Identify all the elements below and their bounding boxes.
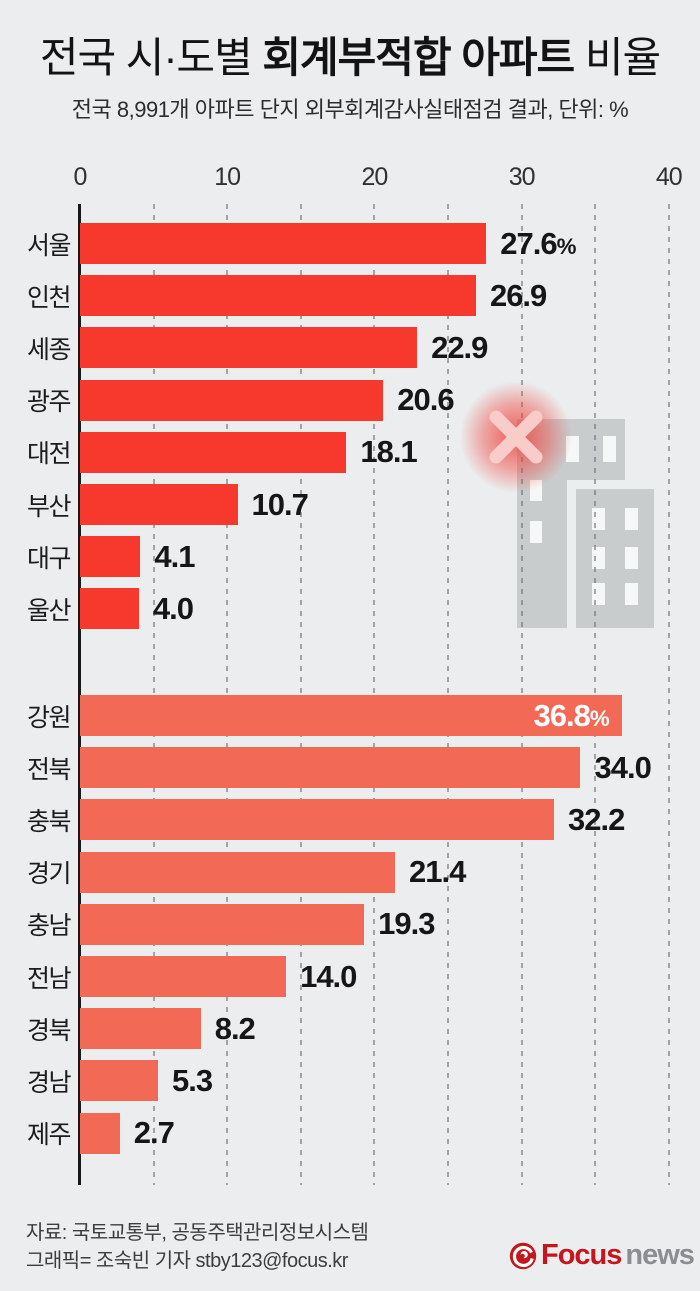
chart-subtitle: 전국 8,991개 아파트 단지 외부회계감사실태점검 결과, 단위: % (71, 97, 629, 122)
value-label: 4.0 (152, 590, 194, 626)
gridline (373, 204, 376, 1185)
y-axis-line (78, 204, 81, 1185)
x-axis-tick-label: 0 (73, 163, 88, 191)
gridline (520, 204, 523, 1185)
value-label: 5.3 (172, 1062, 213, 1098)
bar (80, 747, 581, 789)
gridline (447, 204, 449, 1185)
category-label: 울산 (26, 596, 72, 625)
building-right (576, 489, 654, 628)
category-label: 전남 (26, 964, 72, 993)
x-axis-tick-label: 30 (508, 163, 536, 191)
category-label: 부산 (26, 492, 72, 521)
logo-suffix-text: news (625, 1239, 695, 1271)
bar (80, 1112, 120, 1154)
page-title: 전국 시·도별 회계부적합 아파트 비율 (0, 24, 700, 85)
category-label: 충남 (26, 912, 72, 941)
focus-logo-icon (509, 1242, 537, 1269)
category-label: 전북 (26, 755, 72, 784)
bar (80, 431, 347, 473)
title-text: 전국 시·도별 (39, 34, 263, 81)
value-label: 27.6% (500, 225, 577, 261)
gridline (667, 204, 670, 1185)
percent-sign: % (556, 233, 577, 259)
bar (80, 536, 141, 578)
x-axis-tick-label: 10 (214, 163, 241, 191)
category-label: 강원 (26, 703, 72, 732)
value-label: 2.7 (133, 1115, 175, 1151)
value-label: 21.4 (409, 854, 466, 890)
gridline (226, 204, 229, 1185)
value-label: 8.2 (214, 1010, 256, 1046)
category-label: 대전 (26, 440, 72, 469)
bar (80, 1060, 159, 1102)
value-label: 10.7 (251, 486, 309, 522)
category-label: 경북 (26, 1016, 72, 1045)
category-label: 충북 (26, 807, 72, 836)
category-label: 광주 (26, 388, 72, 417)
value-label: 36.8% (533, 697, 610, 733)
category-label: 제주 (26, 1121, 72, 1150)
bar (80, 956, 287, 997)
bar (80, 275, 476, 317)
gridline (594, 204, 597, 1185)
value-label: 32.2 (567, 801, 625, 837)
gridline (299, 204, 302, 1185)
category-label: 대구 (26, 544, 72, 573)
category-label: 서울 (26, 231, 72, 260)
source-note: 자료: 국토교통부, 공동주택관리정보시스템 (26, 1222, 369, 1244)
category-label: 경기 (26, 860, 72, 889)
gridline (152, 204, 155, 1185)
bar (80, 851, 395, 893)
logo-brand-text: Focus (541, 1239, 622, 1271)
title-text-tail: 비율 (574, 34, 661, 81)
category-label: 인천 (26, 283, 72, 312)
bar (80, 588, 139, 630)
focus-news-logo: Focus news (509, 1239, 695, 1272)
value-label: 4.1 (154, 538, 195, 574)
value-label: 26.9 (489, 277, 547, 313)
value-label: 20.6 (397, 382, 454, 418)
bar (80, 379, 384, 421)
x-mark-icon (489, 410, 543, 464)
bar (80, 1008, 201, 1050)
title-emphasis: 회계부적합 아파트 (262, 34, 575, 81)
value-label: 34.0 (594, 749, 651, 785)
credit-note: 그래픽= 조숙빈 기자 stby123@focus.kr (26, 1250, 348, 1272)
category-label: 세종 (26, 335, 72, 364)
value-label: 14.0 (300, 958, 357, 994)
x-axis-tick-label: 40 (655, 163, 683, 191)
value-label: 22.9 (431, 329, 488, 365)
bar (80, 695, 622, 736)
percent-sign: % (589, 705, 610, 731)
x-axis-tick-label: 20 (361, 163, 388, 191)
bar (80, 799, 554, 841)
bar (80, 484, 238, 525)
bar (80, 903, 365, 945)
value-label: 19.3 (378, 906, 435, 942)
bar (80, 327, 418, 369)
bar (80, 223, 487, 264)
category-label: 경남 (26, 1068, 72, 1097)
value-label: 18.1 (360, 434, 417, 470)
